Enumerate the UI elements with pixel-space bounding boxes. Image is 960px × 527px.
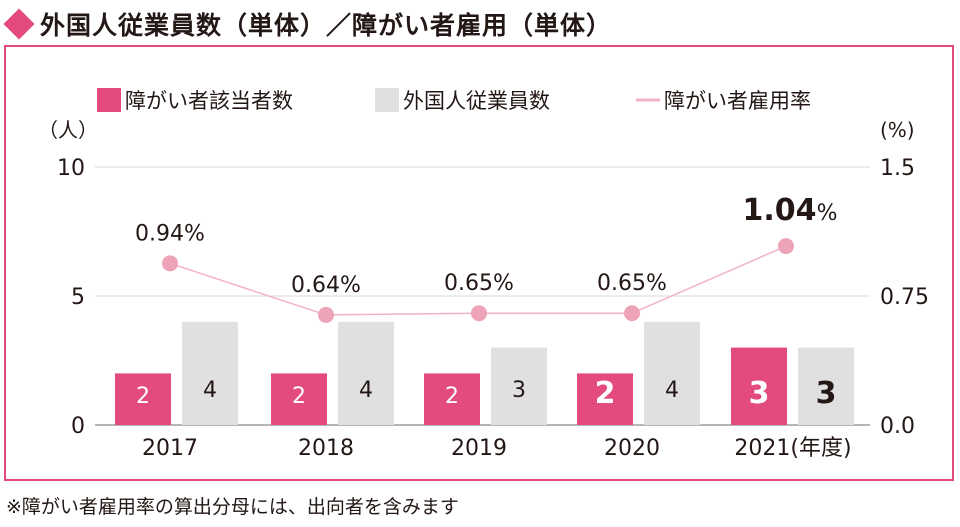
bar-foreign bbox=[798, 347, 854, 425]
footnote: ※障がい者雇用率の算出分母には、出向者を含みます bbox=[6, 496, 459, 518]
bar-label-foreign: 3 bbox=[512, 378, 526, 403]
bar-disabled bbox=[731, 347, 787, 425]
y-left-tick: 0 bbox=[71, 414, 85, 439]
bar-label-disabled: 2 bbox=[595, 376, 616, 411]
rate-point bbox=[624, 305, 640, 322]
x-tick-label: 2017 bbox=[142, 436, 198, 461]
bar-label-foreign: 4 bbox=[359, 378, 373, 403]
bar-foreign bbox=[338, 321, 394, 425]
bar-disabled bbox=[577, 373, 633, 425]
y-right-tick: 0.75 bbox=[880, 285, 929, 310]
legend-label-rate: 障がい者雇用率 bbox=[664, 89, 811, 113]
x-tick-label: 2018 bbox=[298, 436, 354, 461]
rate-label: 0.65% bbox=[444, 271, 514, 296]
bar-label-disabled: 2 bbox=[292, 384, 306, 409]
x-tick-label: 2021(年度) bbox=[734, 436, 851, 461]
y-left-unit: （人） bbox=[38, 118, 98, 142]
bar-label-disabled: 2 bbox=[136, 384, 150, 409]
bar-label-disabled: 3 bbox=[749, 376, 770, 411]
y-right-tick: 1.5 bbox=[880, 156, 915, 181]
bar-foreign bbox=[182, 321, 238, 425]
chart-title: 外国人従業員数（単体）／障がい者雇用（単体） bbox=[40, 11, 613, 40]
title-row: 外国人従業員数（単体）／障がい者雇用（単体） bbox=[0, 4, 612, 44]
rate-label: 0.64% bbox=[291, 273, 361, 298]
bar-disabled bbox=[424, 373, 480, 425]
x-tick-label: 2020 bbox=[604, 436, 660, 461]
rate-point bbox=[471, 305, 487, 322]
bar-label-foreign: 4 bbox=[203, 378, 217, 403]
y-right-unit: (%) bbox=[880, 118, 915, 142]
bar-label-foreign: 4 bbox=[665, 378, 679, 403]
rate-point bbox=[778, 238, 794, 255]
legend-label-disabled: 障がい者該当者数 bbox=[125, 89, 293, 113]
rate-point bbox=[318, 306, 334, 323]
rate-label: 0.65% bbox=[597, 271, 667, 296]
legend-swatch-foreign bbox=[375, 88, 399, 112]
legend-swatch-disabled bbox=[97, 88, 121, 112]
y-left-tick: 10 bbox=[57, 156, 85, 181]
bar-label-foreign: 3 bbox=[816, 376, 837, 411]
y-right-tick: 0.0 bbox=[880, 414, 915, 439]
bar-foreign bbox=[644, 321, 700, 425]
x-tick-label: 2019 bbox=[451, 436, 507, 461]
rate-label-highlight: 1.04% bbox=[743, 193, 838, 228]
bar-foreign bbox=[491, 347, 547, 425]
rate-point bbox=[162, 255, 178, 272]
bar-disabled bbox=[115, 373, 171, 425]
legend-label-foreign: 外国人従業員数 bbox=[403, 89, 550, 113]
bar-label-disabled: 2 bbox=[445, 384, 459, 409]
rate-label: 0.94% bbox=[135, 221, 205, 246]
bar-disabled bbox=[271, 373, 327, 425]
chart-frame bbox=[4, 45, 954, 481]
y-left-tick: 5 bbox=[71, 285, 85, 310]
